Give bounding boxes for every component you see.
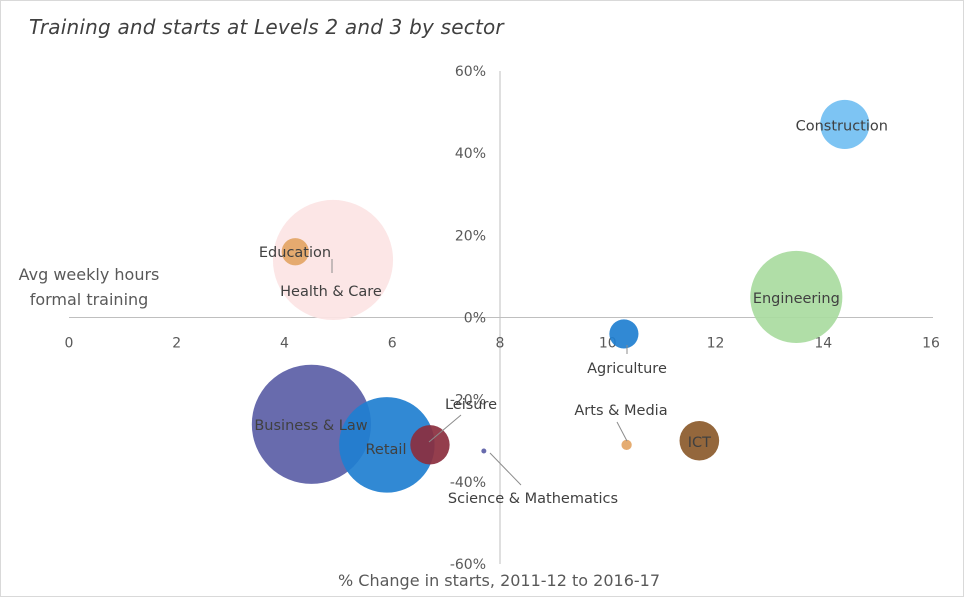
bubble-arts-and-media: [621, 439, 632, 451]
bubble-health-and-care: [272, 199, 394, 321]
y-tick-label: -20%: [450, 393, 486, 409]
bubble-agriculture: [609, 319, 639, 349]
x-tick-label: 4: [280, 336, 289, 352]
x-tick-label: 14: [814, 336, 832, 352]
data-label-ict: ICT: [688, 435, 711, 451]
x-tick-label: 12: [707, 336, 725, 352]
x-axis-title-line: formal training: [30, 290, 149, 309]
y-axis-title: % Change in starts, 2011-12 to 2016-17: [338, 571, 660, 590]
chart-title: Training and starts at Levels 2 and 3 by…: [29, 15, 504, 39]
bubble-leisure: [410, 425, 450, 465]
x-tick-label: 8: [496, 336, 505, 352]
leader-line-science-and-mathematics: [489, 452, 522, 486]
bubble-retail: [339, 397, 435, 493]
bubble-science-and-mathematics: [481, 448, 487, 454]
x-tick-label: 2: [172, 336, 181, 352]
y-tick-label: 60%: [455, 64, 486, 80]
data-label-leisure: Leisure: [445, 397, 497, 413]
leader-line-arts-and-media: [616, 421, 628, 442]
bubble-education: [281, 238, 309, 266]
y-tick-label: 40%: [455, 146, 486, 162]
x-tick-label: 0: [65, 336, 74, 352]
y-tick-label: 20%: [455, 228, 486, 244]
x-axis-title: Avg weekly hours formal training: [19, 265, 160, 309]
data-label-construction: Construction: [796, 118, 888, 134]
bubble-construction: [820, 99, 870, 149]
data-label-arts-and-media: Arts & Media: [574, 403, 667, 419]
data-label-engineering: Engineering: [753, 291, 840, 307]
data-label-retail: Retail: [366, 442, 407, 458]
data-label-business-and-law: Business & Law: [254, 418, 367, 434]
x-axis-title-line: Avg weekly hours: [19, 265, 160, 284]
leader-line-leisure: [428, 414, 462, 443]
x-tick-label: 6: [388, 336, 397, 352]
bubble-ict: [679, 420, 720, 461]
data-label-agriculture: Agriculture: [587, 361, 667, 377]
x-tick-label: 16: [922, 336, 940, 352]
y-tick-label: 0%: [464, 311, 486, 327]
y-tick-label: -60%: [450, 557, 486, 573]
data-label-education: Education: [259, 245, 331, 261]
bubble-engineering: [750, 250, 843, 344]
data-label-health-and-care: Health & Care: [280, 284, 382, 300]
y-tick-label: -40%: [450, 475, 486, 491]
data-label-science-and-mathematics: Science & Mathematics: [448, 491, 618, 507]
